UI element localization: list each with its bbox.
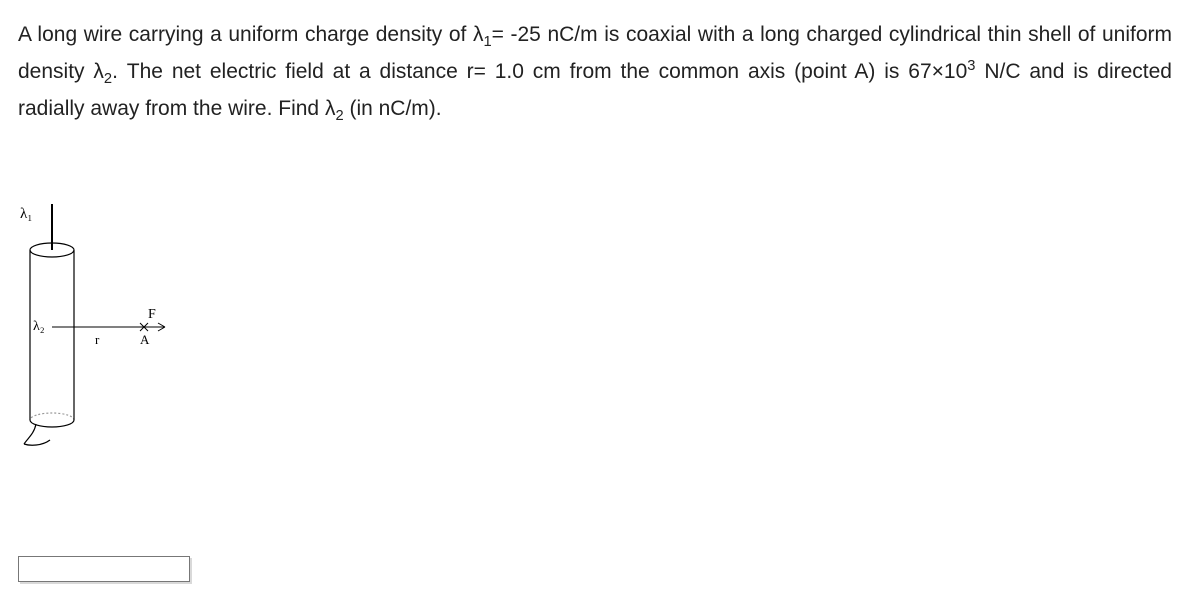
cylinder-bottom-back <box>30 413 74 420</box>
problem-text: . The net electric field at a distance r… <box>112 60 847 83</box>
label-r: r <box>95 332 100 347</box>
answer-input[interactable] <box>18 556 190 582</box>
label-lambda1: λ₁ <box>20 206 33 222</box>
problem-text: A long wire carrying a uniform charge de… <box>18 23 483 46</box>
subscript: 1 <box>483 34 491 50</box>
problem-statement: A long wire carrying a uniform charge de… <box>18 18 1172 128</box>
page-container: A long wire carrying a uniform charge de… <box>0 0 1200 610</box>
problem-text: (in nC/m). <box>344 97 442 120</box>
cylinder-bottom-front <box>30 420 74 427</box>
problem-figure: λ₁ λ₂ F r A <box>20 190 220 460</box>
label-A: A <box>140 332 150 347</box>
problem-text: A) is 67×10 <box>854 60 967 83</box>
label-F: F <box>148 307 156 322</box>
subscript: 2 <box>335 108 343 124</box>
cylinder-tail <box>24 424 36 444</box>
subscript: 2 <box>104 72 112 88</box>
cylinder-tail-curve <box>24 440 50 445</box>
problem-text: = -25 nC/m is coaxial with a long charge… <box>492 23 981 46</box>
figure-svg: λ₁ λ₂ F r A <box>20 190 220 460</box>
label-lambda2: λ₂ <box>33 319 45 334</box>
